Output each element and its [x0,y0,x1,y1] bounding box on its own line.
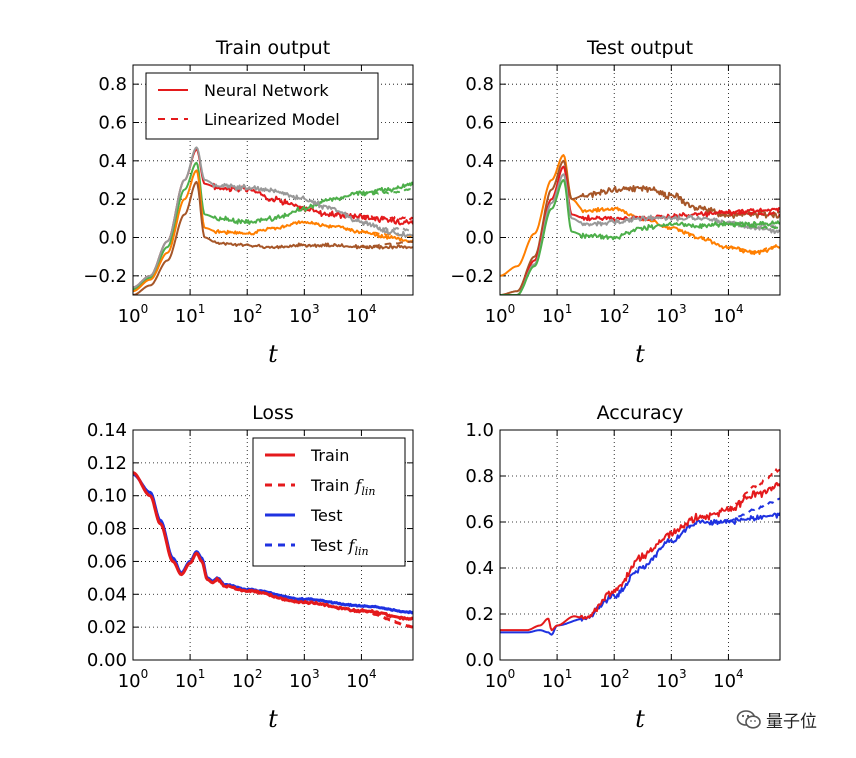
x-tick-label: 101 [542,667,573,692]
y-tick-label: 0.0 [465,228,494,249]
series-dashed-green [361,188,413,196]
series-dashed-green [727,222,780,230]
x-tick-label: 102 [599,302,630,327]
chart-loss: 100 101 102 103 104 0.00 0.02 0.04 0.06 0.08 0.10 0… [87,402,414,733]
y-tick-label: 0.2 [465,604,494,625]
y-tick-label: 0.14 [87,420,127,441]
x-tick-label: 100 [118,667,149,692]
x-tick-label: 103 [656,302,687,327]
legend-label: Test [310,506,343,525]
legend-label: Test flin [310,536,369,558]
x-tick-label: 103 [289,667,320,692]
plot-area [500,65,780,295]
series-dashed-Train [361,609,413,629]
y-tick-label: 0.04 [87,584,127,605]
series-dashed-orange [727,244,780,255]
series-line-Test [500,512,780,636]
series-group [133,146,413,295]
x-axis-label: t [635,340,645,368]
x-tick-label: 103 [656,667,687,692]
x-tick-label: 103 [289,302,320,327]
x-tick-label: 100 [485,667,516,692]
x-tick-label: 102 [599,667,630,692]
plot-area [500,430,780,660]
x-tick-label: 101 [175,302,206,327]
series-line-Train [500,481,780,632]
x-tick-label: 100 [485,302,516,327]
y-tick-label: 0.6 [98,113,127,134]
series-line-brown [133,180,413,295]
x-tick-label: 101 [175,667,206,692]
legend: Neural Network Linearized Model [145,72,379,140]
legend-box [145,72,379,140]
watermark-text: 量子位 [766,712,817,732]
legend-label: Linearized Model [204,110,340,129]
y-tick-label: 0.00 [87,650,127,671]
series-group [500,154,780,295]
y-tick-label: 0.2 [465,189,494,210]
y-tick-label: 0.8 [465,74,494,95]
y-tick-label: 0.8 [98,74,127,95]
y-tick-label: 0.02 [87,617,127,638]
series-dashed-gray [361,220,413,232]
legend-label: Train flin [310,476,375,498]
series-dashed-red [361,214,413,221]
y-tick-label: 0.6 [465,113,494,134]
x-tick-label: 101 [542,302,573,327]
chart-title: Accuracy [597,402,684,424]
x-tick-label: 102 [232,302,263,327]
series-dashed-Test [727,497,780,523]
x-tick-label: 100 [118,302,149,327]
y-tick-label: 0.6 [465,512,494,533]
legend-label: Neural Network [204,81,329,100]
y-tick-label: −0.2 [450,266,494,287]
plot-frame [132,429,414,661]
y-tick-label: 0.2 [98,189,127,210]
plot-frame [132,64,414,296]
x-axis-label: t [268,705,278,733]
y-tick-label: 0.4 [465,558,494,579]
series-dashed-brown [361,240,413,249]
wechat-icon [736,709,761,729]
chart-title: Train output [215,37,330,59]
y-tick-label: 0.08 [87,519,127,540]
x-axis-label: t [268,340,278,368]
x-tick-label: 104 [346,667,377,692]
plot-frame [499,429,781,661]
x-tick-label: 104 [346,302,377,327]
y-tick-label: 0.8 [465,466,494,487]
plot-frame [499,64,781,296]
x-tick-label: 102 [232,667,263,692]
x-tick-label: 104 [713,667,744,692]
series-line-brown [500,159,780,295]
y-tick-label: 0.4 [465,151,494,172]
chart-train: 100 101 102 103 104 −0.2 0.0 0.2 0.4 0.6 0.8 Train … [83,37,414,368]
y-tick-label: 0.4 [98,151,127,172]
y-tick-label: −0.2 [83,266,127,287]
chart-test: 100 101 102 103 104 −0.2 0.0 0.2 0.4 0.6 0.8 Test o… [450,37,781,368]
y-tick-label: 0.0 [98,228,127,249]
series-dashed-red [727,210,780,217]
x-axis-label: t [635,705,645,733]
chart-title: Test output [586,37,693,59]
y-tick-label: 1.0 [465,420,494,441]
chart-title: Loss [252,402,294,424]
y-tick-label: 0.12 [87,453,127,474]
y-tick-label: 0.0 [465,650,494,671]
series-group [500,467,780,636]
chart-acc: 100 101 102 103 104 0.0 0.2 0.4 0.6 0.8 1.0 Accurac… [465,402,781,733]
series-dashed-Train [728,467,780,513]
legend-label: Train [310,446,349,465]
legend: Train Train flin Test Test flin [252,437,406,567]
series-group [133,471,413,629]
y-tick-label: 0.10 [87,486,127,507]
y-tick-label: 0.06 [87,551,127,572]
x-tick-label: 104 [713,302,744,327]
watermark: 量子位 [736,707,817,732]
series-dashed-orange [360,230,413,238]
